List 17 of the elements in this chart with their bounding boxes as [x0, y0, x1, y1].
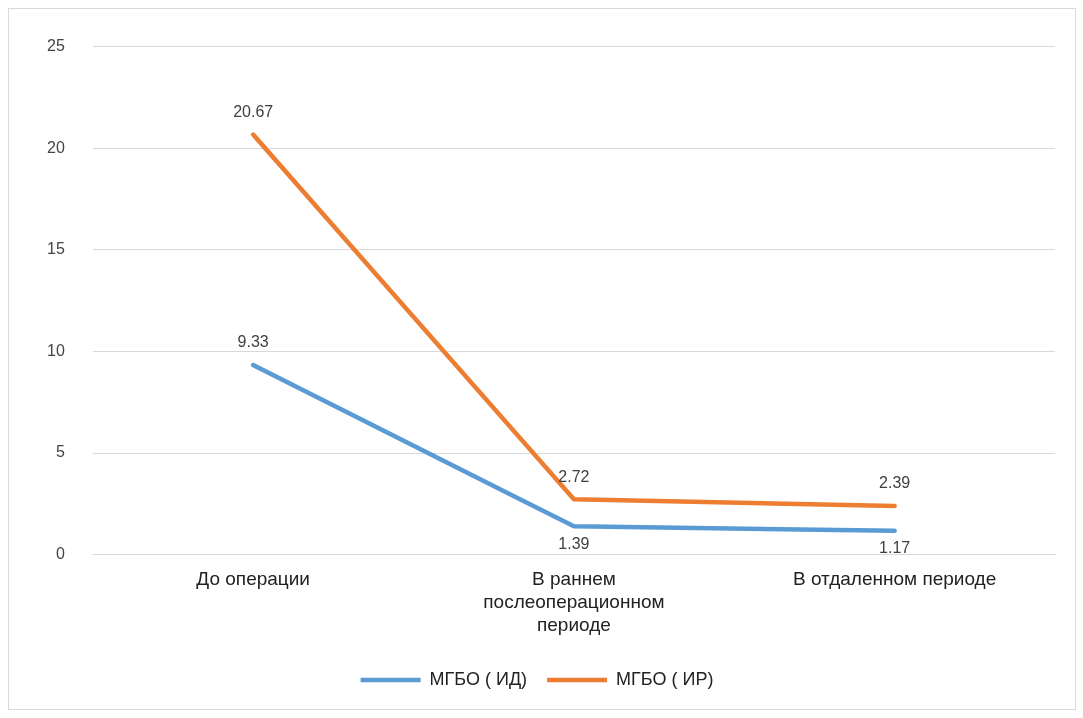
y-tick-label: 10 — [47, 341, 65, 359]
y-tick-label: 0 — [55, 545, 65, 563]
data-label: 20.67 — [233, 102, 274, 120]
y-tick-label: 5 — [55, 443, 65, 461]
legend-label: МГБО ( ИД) — [429, 668, 528, 689]
legend-label: МГБО ( ИР) — [616, 668, 714, 689]
data-label: 1.39 — [558, 534, 590, 552]
x-tick-label: В раннем послеоперационном периоде — [483, 568, 665, 635]
data-label: 1.17 — [879, 539, 911, 557]
y-tick-label: 20 — [47, 138, 65, 156]
data-label: 2.72 — [558, 467, 590, 485]
y-tick-label: 25 — [47, 37, 65, 55]
x-tick-label: До операции — [196, 568, 310, 590]
x-tick-label: В отдаленном периоде — [793, 568, 997, 590]
y-tick-label: 15 — [47, 240, 65, 258]
data-label: 2.39 — [879, 474, 911, 492]
data-label: 9.33 — [237, 333, 269, 351]
